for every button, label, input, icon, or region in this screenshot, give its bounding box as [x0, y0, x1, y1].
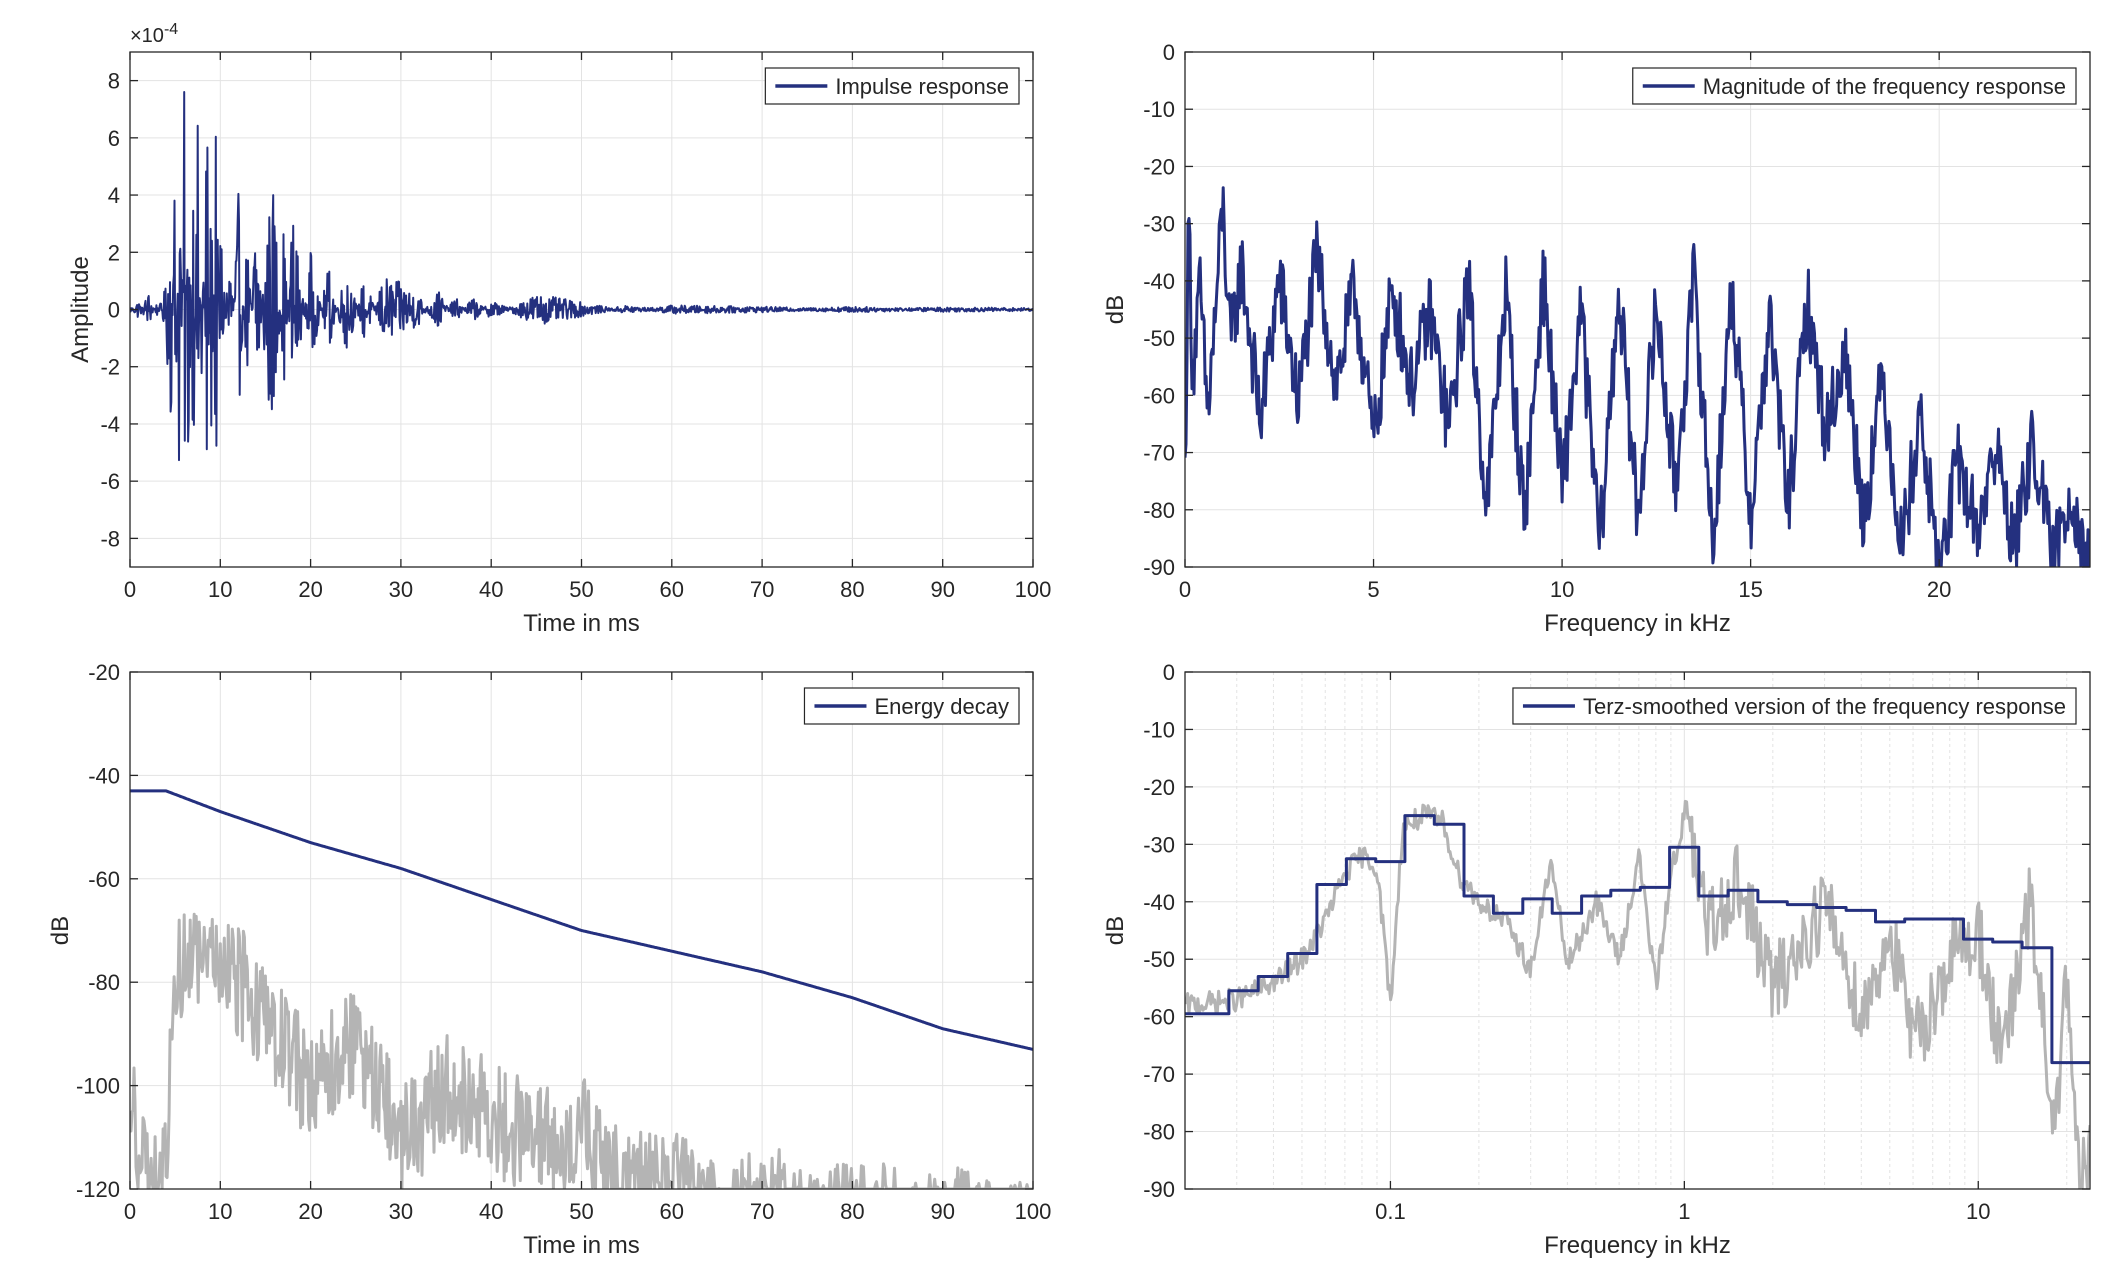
y-tick-label: -70	[1143, 1062, 1175, 1087]
y-tick-label: -80	[88, 970, 120, 995]
series-line	[1185, 814, 2090, 1065]
x-tick-label: 0	[124, 577, 136, 602]
x-tick-label: 10	[1966, 1199, 1990, 1224]
chart-magnitude: 0 5 10 15 20 0 -10 -20 -30 -40 -50 -60 -70 -80 -90 Freq…	[1102, 40, 2091, 637]
y-tick-label: -20	[88, 660, 120, 685]
y-exponent-label: ×10-4	[130, 21, 178, 47]
x-tick-label: 90	[930, 1199, 954, 1224]
x-tick-label: 50	[569, 1199, 593, 1224]
y-tick-label: -40	[1143, 269, 1175, 294]
y-tick-label: -100	[76, 1074, 120, 1099]
axes-box	[1184, 51, 2091, 568]
legend: Terz-smoothed version of the frequency r…	[1512, 687, 2077, 725]
x-tick-label: 0.1	[1375, 1199, 1406, 1224]
x-tick-label: 100	[1015, 577, 1052, 602]
y-tick-label: -10	[1143, 97, 1175, 122]
x-axis-label: Frequency in kHz	[1544, 1232, 1731, 1259]
y-tick-label: -10	[1143, 717, 1175, 742]
x-tick-label: 30	[389, 577, 413, 602]
x-tick-label: 30	[389, 1199, 413, 1224]
y-tick-label: -20	[1143, 775, 1175, 800]
x-tick-label: 90	[930, 577, 954, 602]
x-tick-label: 0	[124, 1199, 136, 1224]
y-tick-label: -40	[1143, 890, 1175, 915]
chart-terz: 0.1 1 10 0 -10 -20 -30 -40 -50 -60 -70 -80 -90 Freque…	[1102, 660, 2091, 1259]
y-tick-label: 0	[1163, 660, 1175, 685]
x-axis-label: Time in ms	[523, 610, 639, 637]
x-tick-label: 5	[1367, 577, 1379, 602]
y-tick-label: -90	[1143, 1177, 1175, 1202]
y-tick-label: 0	[1163, 40, 1175, 65]
series-group	[130, 91, 1033, 462]
x-axis-label: Frequency in kHz	[1544, 610, 1731, 637]
legend: Impulse response	[764, 67, 1020, 105]
y-tick-label: -30	[1143, 212, 1175, 237]
y-axis-label: dB	[1102, 916, 1129, 945]
series-group	[1185, 799, 2090, 1189]
x-tick-label: 10	[1550, 577, 1574, 602]
x-tick-label: 10	[208, 577, 232, 602]
y-tick-label: -80	[1143, 1120, 1175, 1145]
legend-box	[1632, 67, 2077, 105]
y-axis-label: Amplitude	[67, 256, 94, 363]
legend-label: Energy decay	[874, 694, 1009, 719]
y-tick-label: -80	[1143, 498, 1175, 523]
series-line	[130, 789, 1033, 1051]
y-tick-label: -20	[1143, 154, 1175, 179]
x-tick-label: 60	[660, 1199, 684, 1224]
y-tick-label: -70	[1143, 441, 1175, 466]
x-tick-label: 40	[479, 577, 503, 602]
y-tick-label: 4	[108, 183, 120, 208]
x-tick-label: 1	[1678, 1199, 1690, 1224]
y-tick-label: -60	[88, 867, 120, 892]
y-tick-label: -4	[100, 412, 120, 437]
y-tick-label: 2	[108, 240, 120, 265]
y-tick-label: -50	[1143, 326, 1175, 351]
x-tick-label: 70	[750, 1199, 774, 1224]
series-group	[130, 789, 1033, 1189]
x-tick-label: 70	[750, 577, 774, 602]
x-tick-label: 20	[1927, 577, 1951, 602]
y-tick-label: 0	[108, 298, 120, 323]
x-tick-label: 10	[208, 1199, 232, 1224]
legend-box	[1512, 687, 2077, 725]
legend-label: Magnitude of the frequency response	[1703, 74, 2066, 99]
y-tick-label: -6	[100, 469, 120, 494]
x-tick-label: 0	[1179, 577, 1191, 602]
y-tick-label: -90	[1143, 555, 1175, 580]
y-tick-label: -30	[1143, 832, 1175, 857]
y-tick-label: -120	[76, 1177, 120, 1202]
x-tick-label: 80	[840, 577, 864, 602]
series-line-background	[1185, 799, 2090, 1189]
y-tick-label: -60	[1143, 383, 1175, 408]
y-tick-label: -8	[100, 526, 120, 551]
series-line	[130, 91, 1033, 462]
x-tick-label: 100	[1015, 1199, 1052, 1224]
legend: Magnitude of the frequency response	[1632, 67, 2077, 105]
x-tick-label: 80	[840, 1199, 864, 1224]
y-tick-label: -40	[88, 763, 120, 788]
chart-energy: 0 10 20 30 40 50 60 70 80 90 100 -120 -100 -80 -60 -40 -…	[47, 660, 1051, 1259]
chart-impulse: 0 10 20 30 40 50 60 70 80 90 100 -8 -6 -4 -2 0 2 4 6 8 Time …	[67, 21, 1051, 637]
axes-box	[1184, 671, 2091, 1190]
series-line-background	[130, 912, 1033, 1189]
legend-label: Impulse response	[835, 74, 1009, 99]
x-tick-label: 60	[660, 577, 684, 602]
x-tick-label: 50	[569, 577, 593, 602]
y-tick-label: 8	[108, 69, 120, 94]
legend-label: Terz-smoothed version of the frequency r…	[1583, 694, 2066, 719]
y-axis-label: dB	[47, 916, 74, 945]
y-tick-label: -50	[1143, 947, 1175, 972]
y-tick-label: -60	[1143, 1005, 1175, 1030]
y-tick-label: 6	[108, 126, 120, 151]
x-tick-label: 40	[479, 1199, 503, 1224]
x-axis-label: Time in ms	[523, 1232, 639, 1259]
legend: Energy decay	[803, 687, 1020, 725]
x-tick-label: 20	[298, 1199, 322, 1224]
x-tick-label: 15	[1738, 577, 1762, 602]
y-axis-label: dB	[1102, 295, 1129, 324]
x-tick-label: 20	[298, 577, 322, 602]
y-tick-label: -2	[100, 355, 120, 380]
